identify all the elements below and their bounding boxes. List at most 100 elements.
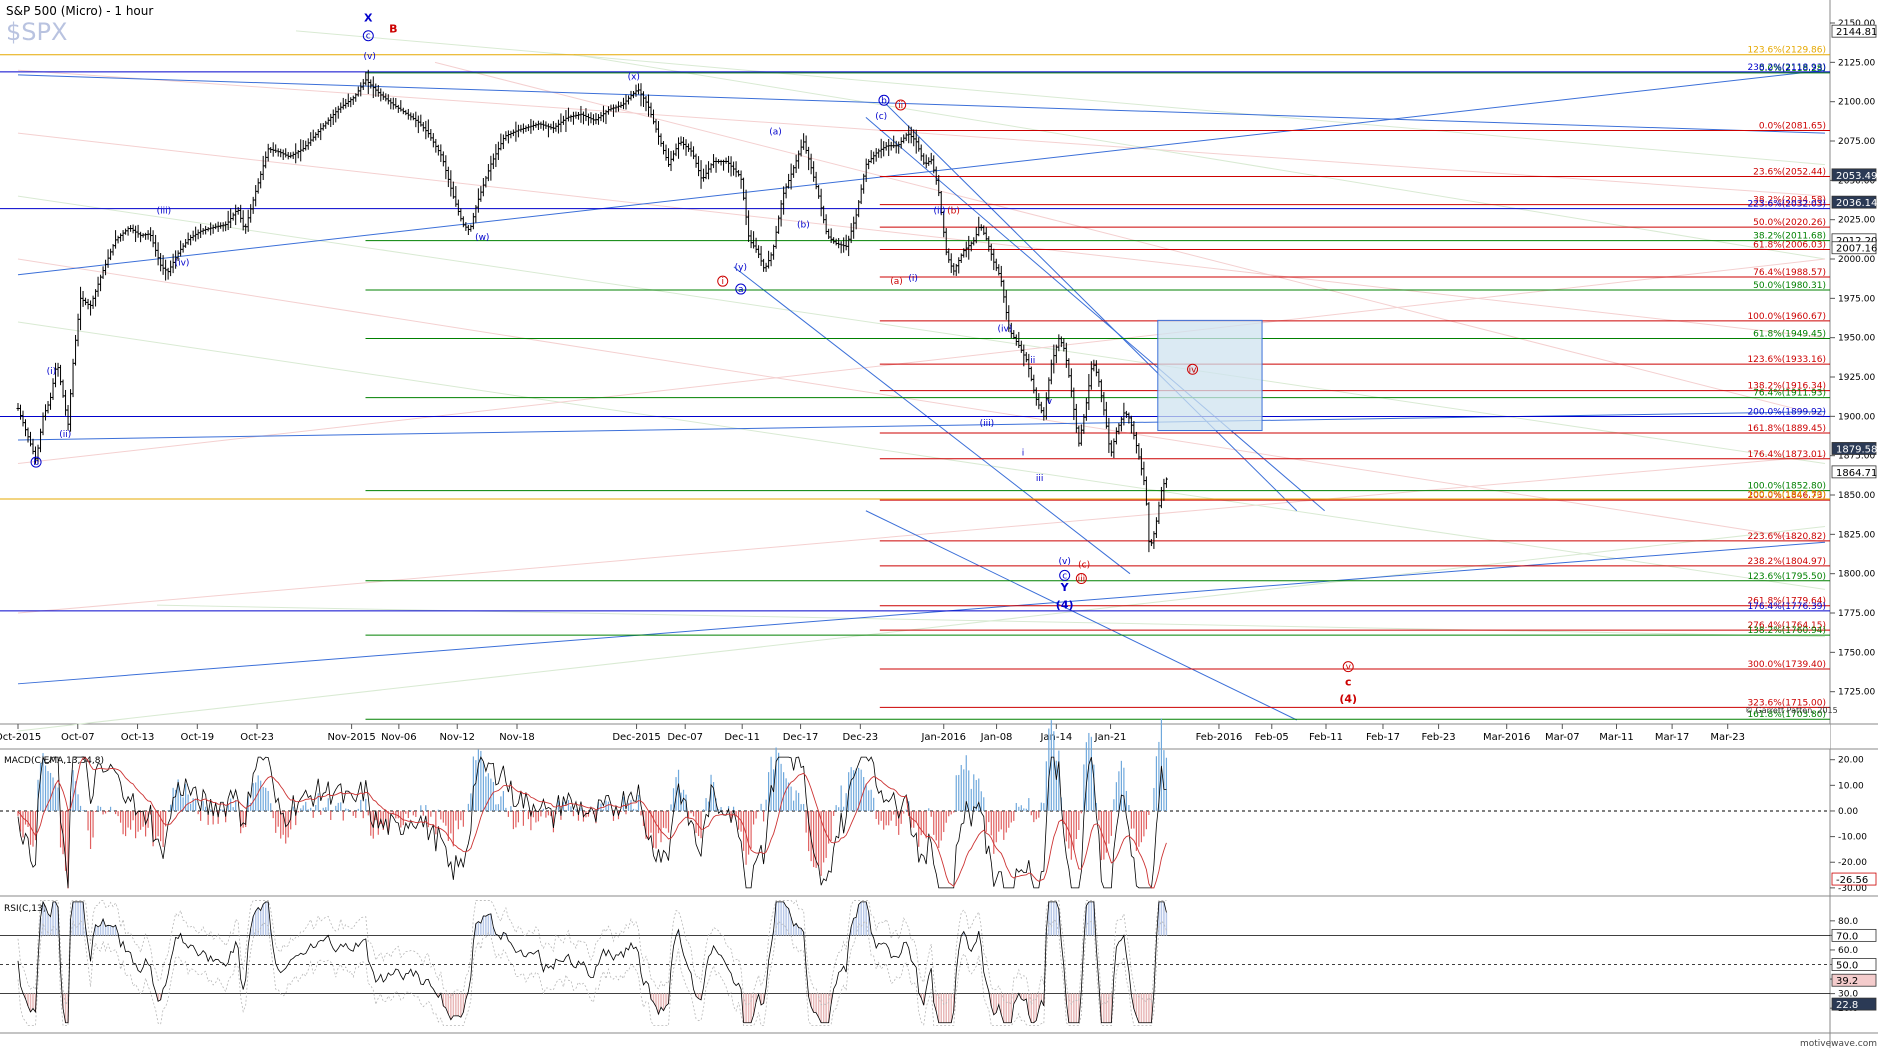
price-tag-text: 2144.81 [1836,27,1877,38]
wave-label: B [389,22,397,35]
rsi-tick-label: 60.0 [1838,946,1858,956]
macd-tick-label: -10.00 [1838,833,1867,843]
wave-label: (i) [908,274,918,284]
fib-label-green: 38.2%(2011.68) [1753,232,1826,242]
trend-line [865,117,1325,512]
time-tick-label: Mar-11 [1599,732,1634,743]
wave-label: (iii) [980,419,995,429]
fib-label-red: 261.8%(1779.64) [1747,597,1826,607]
wave-circle [1187,363,1199,375]
time-tick-label: Mar-07 [1545,732,1580,743]
time-tick-label: Nov-2015 [327,732,375,743]
time-tick-label: Dec-17 [783,732,819,743]
wave-label: c [366,32,371,42]
price-tick-label: 1925.00 [1838,373,1875,383]
fib-label-red: 176.4%(1873.01) [1747,450,1826,460]
fan-line [434,61,1826,417]
fib-label-red: 300.0%(1739.40) [1747,660,1826,670]
symbol-watermark: $SPX [6,18,67,46]
trend-line [886,104,1298,512]
wave-label: (b) [947,206,960,216]
time-axis-panel [0,724,1830,749]
rsi-tag-text: 39.2 [1836,976,1858,987]
price-tick-label: 1825.00 [1838,530,1875,540]
price-tick-label: 1975.00 [1838,294,1875,304]
wave-circle [878,94,890,106]
fan-line [573,53,1826,260]
wave-label: ii [898,101,903,111]
fib-label-green: 100.0%(1852.80) [1747,482,1826,492]
price-tick-label: 1950.00 [1838,334,1875,344]
wave-label: (v) [1058,557,1070,567]
price-tick-label: 1875.00 [1838,452,1875,462]
fib-label-red: 238.2%(1804.97) [1747,557,1826,567]
time-tick-label: Feb-2016 [1196,732,1243,743]
wave-label: (v) [363,52,375,62]
price-tag [1831,168,1877,182]
price-tick-label: 2025.00 [1838,216,1875,226]
price-series [16,69,1168,553]
macd-tick-label: 20.00 [1838,756,1864,766]
fib-label-blue: 238.2%(2118.93) [1747,63,1826,73]
fib-label-blue: 176.4%(1776.39) [1747,602,1826,612]
fib-levels: 0.0%(2081.65) 23.6%(2052.44) 38.2%(2034.58… [0,46,1830,720]
wave-label: (iv) [997,324,1012,334]
rsi-line [17,900,1167,1024]
rsi-tag-text: 70.0 [1836,931,1858,942]
price-tag [1831,241,1877,255]
fib-label-red: 76.4%(1988.57) [1753,268,1826,278]
target-zone [1157,319,1263,432]
wave-circle [362,30,374,42]
fib-label-red: 23.6%(2052.44) [1753,168,1826,178]
time-tick-label: Nov-06 [381,732,417,743]
time-tick-label: Feb-17 [1366,732,1400,743]
wave-label: i [721,277,724,287]
time-tick-label: Dec-07 [667,732,703,743]
price-tag-text: 2053.49 [1836,171,1877,182]
wave-label: iii [1036,474,1044,484]
fib-label-green: 161.8%(1703.80) [1747,710,1826,720]
wave-label: (4) [1056,598,1074,611]
price-tag [1831,195,1877,209]
macd-line [17,755,1167,889]
rsi-upper-band [17,899,1167,1007]
time-tick-label: Oct-13 [121,732,155,743]
fib-label-blue: 223.6%(2032.03) [1747,200,1826,210]
fib-label-red: 323.6%(1715.00) [1747,698,1826,708]
wave-label: v [1346,663,1352,673]
time-tick-label: Jan-21 [1094,732,1127,743]
rsi-tag-text: 50.0 [1836,961,1858,972]
fib-label-green: 138.2%(1760.94) [1747,626,1826,636]
macd-last-tag [1831,872,1877,886]
trend-line [733,266,1131,575]
time-tick-label: Dec-23 [842,732,878,743]
wave-label: b [33,458,39,468]
wave-label: (4) [1339,693,1357,706]
wave-circle [717,275,729,287]
fib-label-blue: 200.0%(1899.92) [1747,407,1826,417]
price-tick-label: 1800.00 [1838,570,1875,580]
trendlines [17,30,1826,732]
fan-line [17,132,1826,339]
wave-label: (c) [1078,560,1090,570]
target-box [1157,319,1263,432]
chart-title: S&P 500 (Micro) - 1 hour [6,4,153,18]
wave-label: (a) [769,128,782,138]
fib-label-green: 50.0%(1980.31) [1753,281,1826,291]
price-tick-label: 1850.00 [1838,491,1875,501]
wave-label: ii [1030,356,1035,366]
wave-label: c [1062,571,1067,581]
wave-labels: XBc(v)(x)b ii(c)(a)(iii) (ii) (b)(w)(b)(iv)… [30,11,1357,706]
time-tick-label: Feb-05 [1255,732,1289,743]
brand-footer: motivewave.com [1800,1039,1877,1048]
price-tick-label: 2125.00 [1838,58,1875,68]
rsi-tag [1831,973,1877,987]
time-tick-label: Oct-19 [180,732,214,743]
fib-label-red: 200.0%(1846.73) [1747,491,1826,501]
rsi-title: RSI(C,13) [4,904,46,914]
price-axis: 2150.00 2125.00 2100.00 2075.00 2050.00 2025.… [1830,19,1877,698]
time-tick-label: Feb-11 [1309,732,1343,743]
macd-tick-label: -30.00 [1838,884,1867,894]
wave-label: (ii) [934,206,946,216]
wave-circle [1075,573,1087,585]
